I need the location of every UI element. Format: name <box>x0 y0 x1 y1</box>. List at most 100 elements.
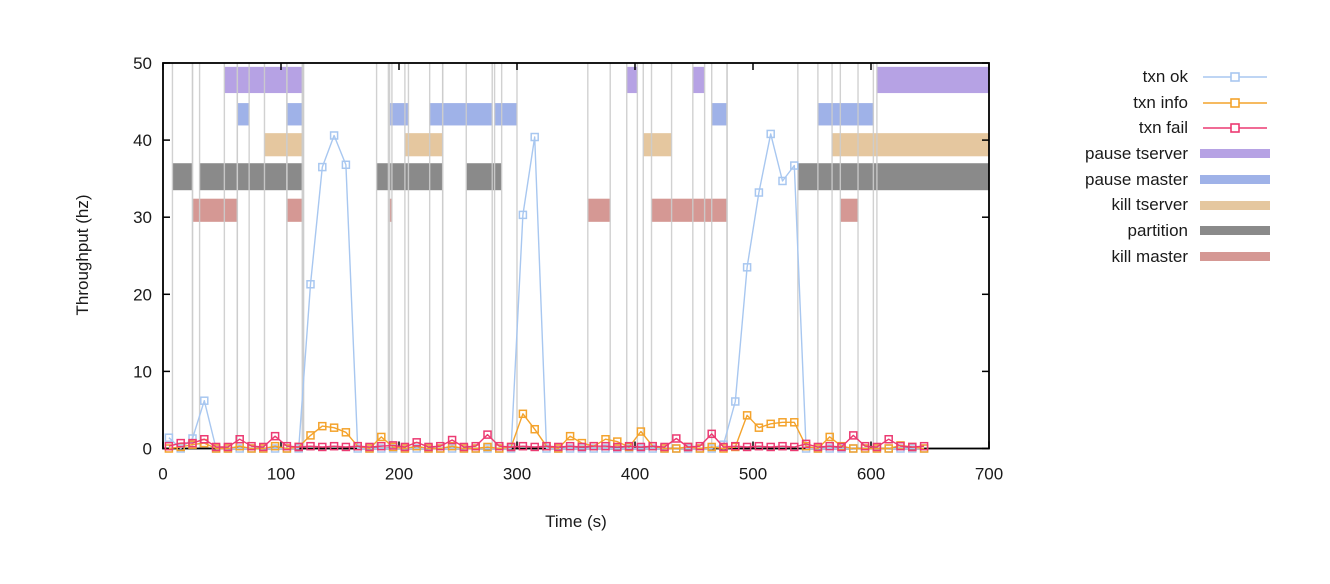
legend-band-sample <box>1200 226 1270 236</box>
band-pause-tserver <box>876 66 989 94</box>
y-tick-label: 0 <box>143 440 152 459</box>
data-point-marker <box>471 441 480 451</box>
band-partition <box>172 163 193 191</box>
data-point-marker <box>849 431 858 440</box>
data-point-marker <box>766 442 775 452</box>
data-point-marker <box>459 442 469 452</box>
y-tick-label: 10 <box>133 362 152 381</box>
data-point-marker <box>164 441 174 451</box>
data-point-marker <box>530 424 539 434</box>
x-tick-label: 200 <box>385 465 413 484</box>
band-pause-master <box>286 103 303 126</box>
data-point-marker <box>742 263 752 272</box>
x-tick-label: 300 <box>503 465 531 484</box>
data-point-marker <box>518 409 528 419</box>
data-point-marker <box>683 442 693 452</box>
data-point-marker <box>908 442 917 452</box>
data-point-marker <box>306 441 315 451</box>
data-point-marker <box>719 442 728 452</box>
data-point-marker <box>624 441 634 451</box>
data-point-marker <box>577 442 587 452</box>
data-point-marker <box>483 430 492 439</box>
data-point-marker <box>483 442 492 452</box>
band-pause-tserver <box>692 66 705 94</box>
data-point-marker <box>825 441 834 451</box>
legend-band-sample <box>1200 252 1270 262</box>
band-pause-tserver <box>626 66 638 94</box>
legend-band-sample <box>1200 200 1270 210</box>
band-kill-tserver <box>643 133 672 157</box>
data-point-marker <box>778 418 787 427</box>
band-partition <box>376 163 443 191</box>
legend-item-kill-tserver: kill tserver <box>1085 192 1270 218</box>
data-point-marker <box>223 442 233 452</box>
legend-label: txn fail <box>1138 118 1188 138</box>
data-point-marker <box>518 441 528 451</box>
data-point-marker <box>200 396 209 405</box>
data-point-marker <box>188 438 197 448</box>
data-point-marker <box>754 188 764 197</box>
data-point-marker <box>801 439 811 449</box>
band-kill-master <box>192 198 238 222</box>
data-point-marker <box>318 442 327 452</box>
legend-swatch-band <box>1200 200 1270 210</box>
legend-line-sample <box>1203 97 1267 108</box>
y-tick-label: 30 <box>133 208 152 227</box>
data-point-marker <box>341 428 351 437</box>
x-tick-label: 700 <box>975 465 1003 484</box>
legend-band-sample <box>1200 175 1270 185</box>
band-pause-master <box>494 103 517 126</box>
data-point-marker <box>731 441 740 451</box>
legend-item-txn-info: txn info <box>1085 90 1270 116</box>
data-point-marker <box>849 444 858 453</box>
x-tick-label: 600 <box>857 465 885 484</box>
band-kill-master <box>587 198 611 222</box>
legend-label: partition <box>1127 220 1188 240</box>
series-txn-fail <box>164 429 929 452</box>
band-pause-master <box>711 103 728 126</box>
legend-label: kill master <box>1111 246 1188 266</box>
legend-label: pause tserver <box>1085 143 1188 163</box>
data-point-marker <box>813 442 823 452</box>
legend-item-pause-master: pause master <box>1085 167 1270 193</box>
event-bands-layer <box>172 66 989 222</box>
legend-swatch-line <box>1200 121 1270 135</box>
data-point-marker <box>672 434 681 443</box>
band-kill-tserver <box>404 133 443 157</box>
data-point-marker <box>872 442 882 452</box>
data-point-marker <box>742 442 752 452</box>
legend-swatch-line <box>1200 96 1270 110</box>
data-point-marker <box>329 423 339 432</box>
data-point-marker <box>412 438 421 447</box>
legend: txn ok txn info txn fail pause tserver pause… <box>1085 64 1270 270</box>
data-point-marker <box>306 431 315 440</box>
data-point-marker <box>695 441 705 451</box>
data-point-marker <box>530 132 539 142</box>
data-point-marker <box>447 435 457 445</box>
data-point-marker <box>672 444 681 453</box>
data-point-marker <box>731 397 740 406</box>
data-point-marker <box>247 441 256 451</box>
legend-swatch-line <box>1200 70 1270 84</box>
data-point-marker <box>495 441 504 451</box>
data-point-marker <box>766 419 775 429</box>
data-point-marker <box>825 432 834 442</box>
x-axis-title: Time (s) <box>545 512 607 531</box>
data-point-marker <box>884 434 893 444</box>
data-point-marker <box>565 431 575 441</box>
legend-band-sample <box>1200 149 1270 159</box>
data-point-marker <box>919 441 929 451</box>
data-point-marker <box>318 162 327 172</box>
legend-label: txn info <box>1133 92 1188 112</box>
data-point-marker <box>424 442 433 452</box>
data-point-marker <box>211 442 221 452</box>
data-point-marker <box>164 433 174 442</box>
data-point-marker <box>565 441 575 451</box>
data-point-marker <box>436 441 445 451</box>
data-point-marker <box>884 444 893 453</box>
band-kill-tserver <box>264 133 304 157</box>
legend-label: kill tserver <box>1111 195 1188 215</box>
data-point-marker <box>542 441 551 451</box>
